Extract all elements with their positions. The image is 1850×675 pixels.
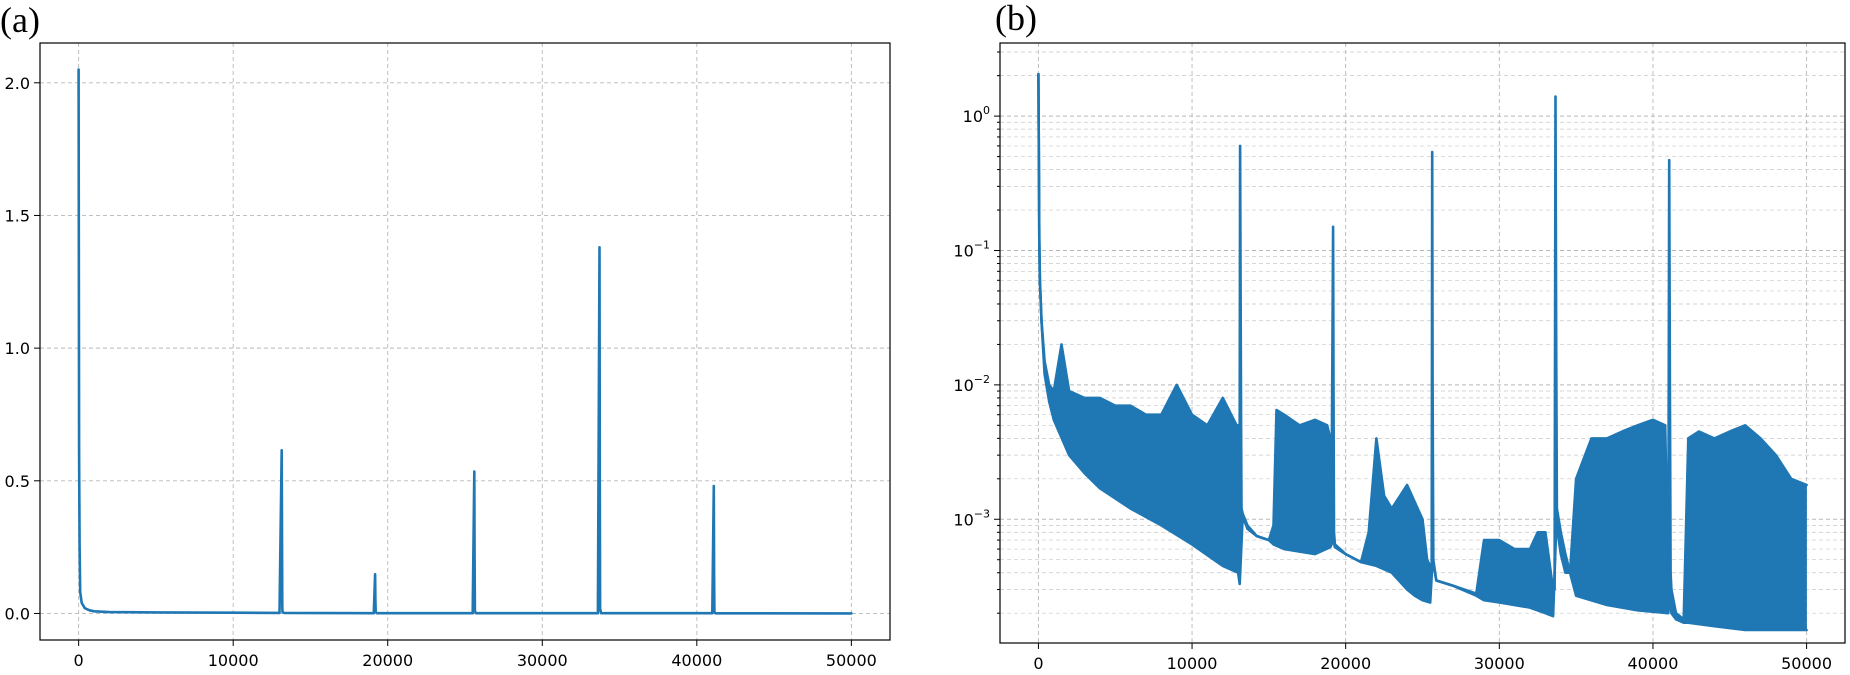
- x-tick-label: 0: [74, 651, 84, 670]
- y-tick-label: 1.5: [5, 206, 30, 225]
- series-band: [1038, 74, 1807, 631]
- y-tick-label: 1.0: [5, 339, 30, 358]
- panel-a-label: (a): [0, 0, 40, 40]
- y-tick-label: 10−1: [953, 238, 990, 260]
- y-tick-label: 2.0: [5, 74, 30, 93]
- y-tick-label: 100: [963, 104, 990, 126]
- panel-a-axes-frame: [39, 42, 891, 641]
- series-line: [77, 68, 853, 615]
- x-tick-label: 50000: [826, 651, 877, 670]
- panel-b-series: [1037, 72, 1808, 632]
- panel-b-x-ticks: 0 10000 20000 30000 40000 50000: [1033, 643, 1832, 673]
- y-tick-label: 10−3: [953, 507, 990, 529]
- x-tick-label: 10000: [208, 651, 259, 670]
- x-tick-label: 0: [1033, 654, 1043, 673]
- x-tick-label: 30000: [517, 651, 568, 670]
- panel-b-label: (b): [995, 0, 1037, 38]
- y-tick-label: 0.0: [5, 604, 30, 623]
- panel-a-series: [77, 68, 853, 615]
- x-tick-label: 30000: [1474, 654, 1525, 673]
- panel-a-x-ticks: 0 10000 20000 30000 40000 50000: [74, 640, 877, 670]
- panel-b: (b) 0 10000 20000 30000 40000 50000 10−310−21…: [953, 0, 1846, 673]
- series-upper-envelope: [1037, 72, 1808, 621]
- x-tick-label: 40000: [1628, 654, 1679, 673]
- panel-a-grid: [40, 43, 890, 640]
- panel-a-y-ticks: 0.0 0.5 1.0 1.5 2.0: [5, 74, 40, 623]
- y-tick-label: 0.5: [5, 472, 30, 491]
- panel-b-axes-frame: [999, 42, 1846, 644]
- panel-b-y-ticks: 10−3 10−2 10−1 100: [953, 51, 1000, 614]
- y-tick-label: 10−2: [953, 373, 990, 395]
- panel-a: (a) 0 10000 20000 30000 40000 50000 0.0 0.5 1.0…: [0, 0, 891, 670]
- x-tick-label: 10000: [1167, 654, 1218, 673]
- x-tick-label: 20000: [1320, 654, 1371, 673]
- x-tick-label: 20000: [362, 651, 413, 670]
- series-lower-envelope: [1037, 72, 1808, 632]
- x-tick-label: 40000: [671, 651, 722, 670]
- x-tick-label: 50000: [1781, 654, 1832, 673]
